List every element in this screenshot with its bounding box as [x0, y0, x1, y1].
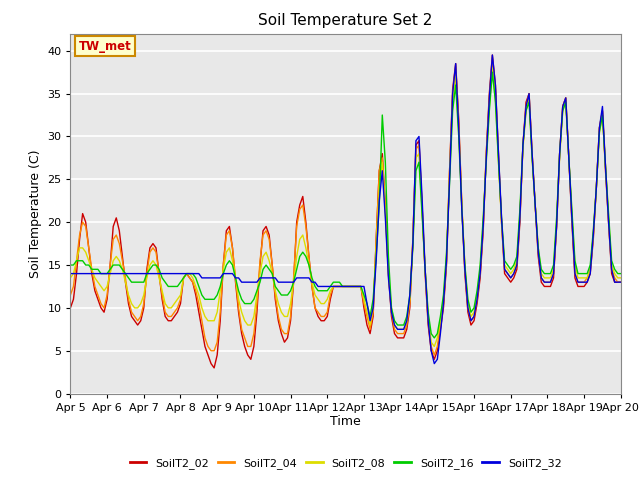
Title: Soil Temperature Set 2: Soil Temperature Set 2	[259, 13, 433, 28]
Text: TW_met: TW_met	[79, 40, 131, 53]
X-axis label: Time: Time	[330, 415, 361, 429]
Legend: SoilT2_02, SoilT2_04, SoilT2_08, SoilT2_16, SoilT2_32: SoilT2_02, SoilT2_04, SoilT2_08, SoilT2_…	[125, 453, 566, 473]
Y-axis label: Soil Temperature (C): Soil Temperature (C)	[29, 149, 42, 278]
